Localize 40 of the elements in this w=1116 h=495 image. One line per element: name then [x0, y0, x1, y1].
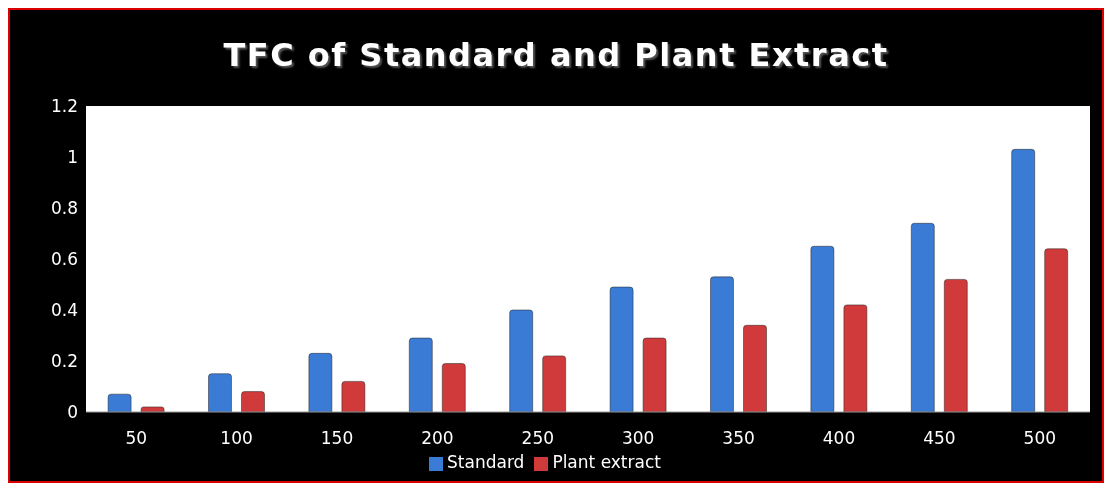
x-tick-label: 450: [923, 428, 956, 449]
x-tick-label: 500: [1023, 428, 1057, 449]
y-tick-label: 0.8: [50, 198, 78, 219]
bar: [710, 276, 734, 412]
bar: [442, 363, 466, 412]
x-tick-label: 150: [320, 428, 354, 449]
bar: [1011, 149, 1035, 412]
bar: [208, 373, 232, 412]
x-tick-label: 400: [822, 428, 856, 449]
x-tick-label: 250: [521, 428, 555, 449]
bar: [743, 325, 767, 412]
bar: [944, 279, 968, 412]
bar: [308, 353, 333, 412]
bar: [409, 337, 433, 412]
bar: [107, 393, 132, 412]
bar: [509, 309, 533, 412]
y-tick-label: 0: [67, 402, 78, 423]
y-tick-label: 0.6: [50, 249, 78, 270]
x-tick-label: 300: [621, 428, 655, 449]
bar: [542, 355, 566, 412]
bar: [609, 286, 634, 412]
bar: [140, 406, 165, 412]
bar: [843, 304, 868, 412]
legend-label: Standard: [447, 452, 525, 472]
x-tick-label: 100: [220, 428, 253, 449]
bar: [1044, 248, 1068, 412]
bar: [241, 391, 265, 412]
y-tick-label: 1: [67, 147, 78, 168]
y-tick-label: 1.2: [50, 96, 78, 117]
bar: [810, 246, 835, 412]
x-tick-label: 350: [722, 428, 755, 449]
x-tick-label: 50: [125, 428, 148, 449]
bar: [642, 337, 667, 412]
bar: [341, 381, 366, 412]
x-tick-label: 200: [421, 428, 454, 449]
legend-label: Plant extract: [552, 452, 661, 472]
chart-title: TFC of Standard and Plant Extract: [222, 35, 890, 76]
y-tick-label: 0.4: [50, 300, 78, 321]
y-tick-label: 0.2: [50, 351, 78, 372]
bar: [911, 223, 935, 412]
